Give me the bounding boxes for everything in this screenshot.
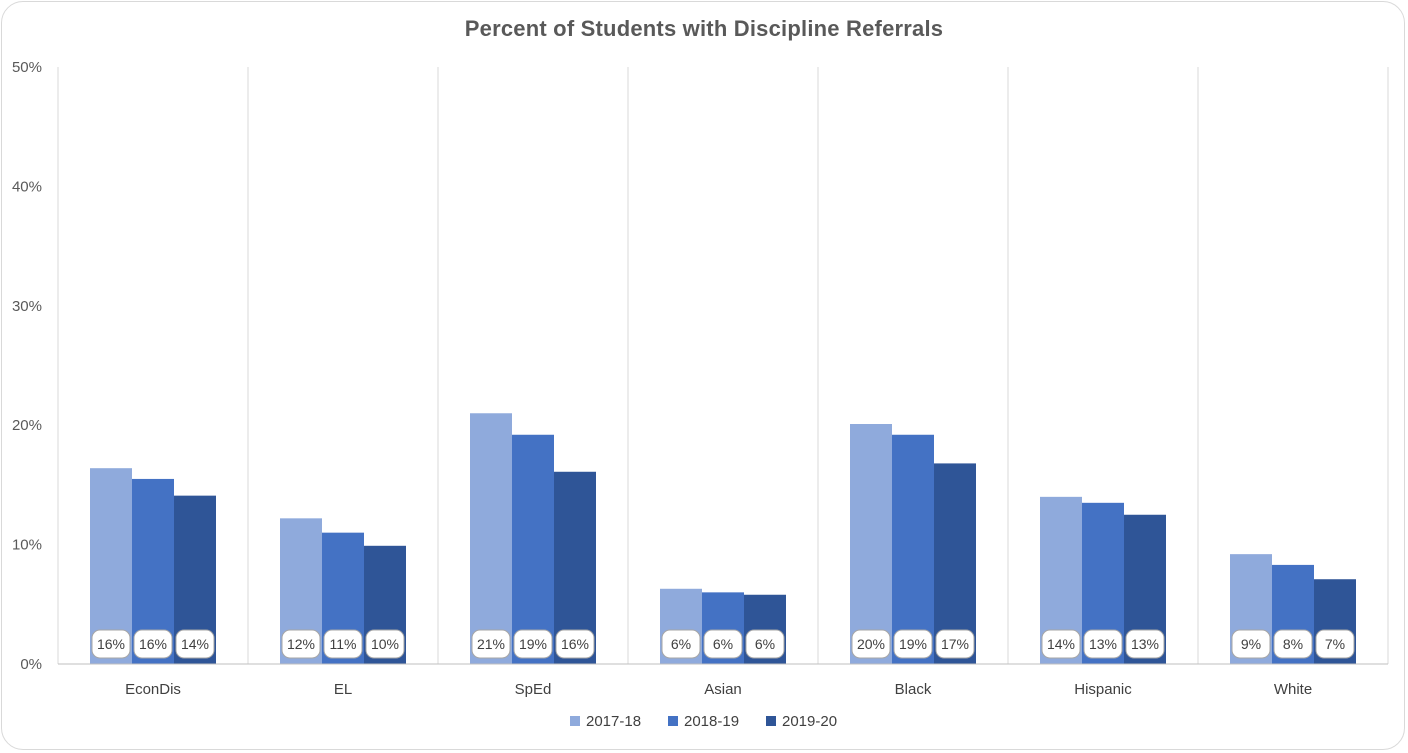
x-tick-label: EconDis — [125, 681, 181, 698]
data-label: 21% — [477, 636, 505, 652]
data-label: 6% — [713, 636, 733, 652]
data-label: 13% — [1089, 636, 1117, 652]
data-label-box — [1315, 629, 1355, 659]
x-tick-label: EL — [334, 681, 352, 698]
bar — [850, 424, 892, 664]
data-label: 16% — [139, 636, 167, 652]
data-label: 10% — [371, 636, 399, 652]
data-label-box — [703, 629, 743, 659]
data-labels: 16% 16% 14% 12% 11% 10% 21% 19% 16% 6% 6% 6% 20% 19% 1… — [91, 629, 1355, 659]
data-label-box — [661, 629, 701, 659]
bar — [470, 413, 512, 664]
data-label: 7% — [1325, 636, 1345, 652]
legend-swatch — [766, 716, 776, 726]
data-label-box — [851, 629, 891, 659]
data-label-box — [133, 629, 173, 659]
data-label-box — [1273, 629, 1313, 659]
y-tick-label: 10% — [12, 537, 42, 554]
data-label: 19% — [899, 636, 927, 652]
data-label-box — [471, 629, 511, 659]
data-label: 6% — [671, 636, 691, 652]
data-label-box — [323, 629, 363, 659]
data-label-box — [1041, 629, 1081, 659]
data-label: 16% — [97, 636, 125, 652]
data-label-box — [745, 629, 785, 659]
data-label: 16% — [561, 636, 589, 652]
data-label: 12% — [287, 636, 315, 652]
y-tick-label: 20% — [12, 417, 42, 434]
data-label: 11% — [330, 636, 357, 652]
legend-label: 2019-20 — [782, 713, 837, 730]
bars — [90, 413, 1356, 664]
data-label: 14% — [1047, 636, 1075, 652]
data-label-box — [935, 629, 975, 659]
x-tick-label: Hispanic — [1074, 681, 1132, 698]
data-label-box — [1231, 629, 1271, 659]
bar — [892, 434, 934, 664]
legend-swatch — [668, 716, 678, 726]
data-label-box — [513, 629, 553, 659]
data-label: 19% — [519, 636, 547, 652]
bar — [512, 434, 554, 664]
chart-title: Percent of Students with Discipline Refe… — [464, 16, 944, 41]
data-label: 17% — [941, 636, 969, 652]
data-label: 8% — [1283, 636, 1303, 652]
data-label-box — [91, 629, 131, 659]
legend-swatch — [570, 716, 580, 726]
y-tick-label: 30% — [12, 298, 42, 315]
data-label-box — [281, 629, 321, 659]
legend-label: 2018-19 — [684, 713, 739, 730]
data-label-box — [1083, 629, 1123, 659]
data-label-box — [555, 629, 595, 659]
data-label: 9% — [1241, 636, 1261, 652]
y-tick-label: 40% — [12, 178, 42, 195]
x-tick-label: SpEd — [515, 681, 552, 698]
legend-label: 2017-18 — [586, 713, 641, 730]
legend: 2017-18 2018-19 2019-20 — [570, 713, 837, 730]
y-tick-label: 50% — [12, 59, 42, 76]
y-tick-label: 0% — [20, 656, 42, 673]
x-tick-label: Black — [895, 681, 932, 698]
data-label-box — [1125, 629, 1165, 659]
data-label: 6% — [755, 636, 775, 652]
data-label: 20% — [857, 636, 885, 652]
x-tick-label: White — [1274, 681, 1312, 698]
data-label-box — [175, 629, 215, 659]
data-label-box — [365, 629, 405, 659]
x-tick-label: Asian — [704, 681, 742, 698]
data-label-box — [893, 629, 933, 659]
axes: 0% 10% 20% 30% 40% 50% EconDis EL SpEd Asian Black… — [12, 59, 1388, 698]
gridlines — [57, 67, 1389, 664]
data-label: 14% — [181, 636, 209, 652]
data-label: 13% — [1131, 636, 1159, 652]
